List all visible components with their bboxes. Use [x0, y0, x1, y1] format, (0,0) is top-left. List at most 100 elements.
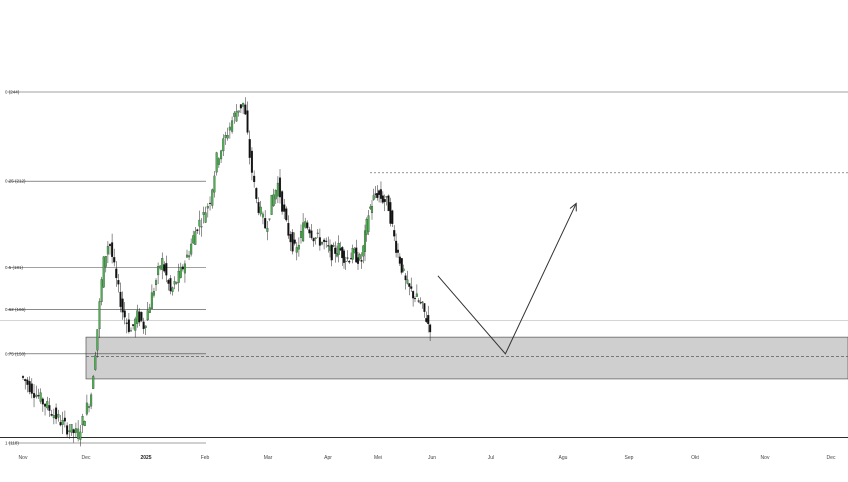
- candle-body: [81, 415, 84, 426]
- candle-body: [266, 228, 269, 232]
- candle-body: [159, 265, 162, 269]
- candle-body: [155, 280, 158, 286]
- candle-body: [412, 291, 415, 299]
- candle-body: [198, 219, 201, 227]
- candle-body: [144, 325, 147, 328]
- x-tick-label: Mei: [374, 455, 382, 461]
- candle-body: [341, 247, 344, 259]
- candle-body: [323, 239, 326, 242]
- candle-body: [165, 263, 168, 276]
- candle-body: [400, 258, 403, 273]
- candles-layer: [21, 97, 432, 447]
- candle-body: [376, 193, 379, 198]
- candle-body: [281, 191, 284, 212]
- candle-body: [200, 226, 203, 228]
- candle-body: [248, 139, 251, 158]
- zone-layer: [85, 336, 848, 380]
- candle-body: [215, 152, 218, 173]
- candle-body: [136, 310, 139, 324]
- candle-body: [231, 120, 234, 132]
- candle-body: [35, 394, 38, 397]
- candle-body: [96, 329, 99, 351]
- candle-body: [72, 429, 75, 434]
- candle-body: [383, 199, 386, 203]
- candle-body: [293, 239, 296, 244]
- candle-body: [104, 256, 107, 267]
- candle-body: [415, 293, 418, 297]
- fib-level-label: 0.5 (181): [5, 265, 24, 270]
- candle-body: [287, 222, 290, 236]
- candle-body: [314, 237, 317, 239]
- candle-body: [259, 206, 262, 215]
- candle-body: [92, 376, 95, 389]
- x-tick-label: Jun: [428, 455, 436, 461]
- candle-body: [348, 260, 351, 263]
- candle-body: [169, 278, 172, 292]
- candle-body: [330, 244, 333, 261]
- candle-body: [106, 246, 109, 255]
- candle-body: [325, 240, 328, 242]
- candle-body: [52, 415, 55, 419]
- candle-body: [61, 420, 64, 425]
- candle-body: [211, 189, 214, 206]
- candle-body: [334, 247, 337, 254]
- candle-body: [138, 311, 141, 323]
- candle-body: [250, 150, 253, 173]
- candle-body: [427, 315, 430, 324]
- candle-body: [175, 282, 178, 284]
- candle-body: [167, 279, 170, 284]
- candle-body: [83, 421, 86, 427]
- x-tick-label: Jul: [488, 455, 494, 461]
- candle-body: [50, 414, 53, 416]
- candle-body: [378, 190, 381, 195]
- candle-body: [30, 383, 33, 394]
- fib-level-label: 0.62 (166): [5, 307, 26, 312]
- candle-body: [66, 425, 69, 435]
- candle-body: [163, 264, 166, 272]
- candle-body: [188, 255, 191, 258]
- candle-body: [299, 231, 303, 238]
- candle-body: [111, 242, 114, 257]
- candle-body: [335, 253, 339, 257]
- candle-body: [24, 379, 27, 382]
- x-axis: Nov Dec 2025 Feb Mar Apr Mei Jun Jul Agu Sep Okt Nov…: [19, 455, 836, 461]
- candle-body: [312, 238, 315, 242]
- candle-body: [183, 263, 186, 274]
- candle-body: [393, 230, 396, 237]
- candle-body: [224, 135, 227, 138]
- candle-body: [369, 206, 372, 209]
- candle-body: [85, 402, 88, 415]
- candle-body: [194, 231, 197, 245]
- x-tick-label: Feb: [201, 455, 210, 461]
- candle-body: [358, 254, 361, 260]
- candle-body: [226, 135, 229, 139]
- candle-body: [237, 110, 240, 113]
- candle-body: [55, 407, 58, 420]
- candle-body: [222, 138, 225, 152]
- candle-body: [190, 243, 193, 255]
- candle-body: [410, 286, 413, 289]
- candle-body: [268, 218, 271, 220]
- candle-body: [374, 193, 377, 195]
- candle-body: [121, 298, 124, 313]
- candle-body: [94, 355, 97, 370]
- candle-body: [413, 297, 417, 300]
- candle-body: [204, 212, 207, 223]
- candle-body: [148, 307, 151, 313]
- candle-body: [171, 287, 174, 292]
- candle-body: [337, 243, 340, 255]
- candle-body: [177, 270, 180, 283]
- candle-body: [327, 245, 330, 247]
- x-tick-label: Okt: [691, 455, 699, 461]
- candle-body: [283, 204, 286, 212]
- candle-body: [363, 230, 367, 252]
- candle-body: [63, 417, 66, 422]
- fib-level-label: 1 (118): [5, 441, 19, 446]
- candle-body: [344, 260, 347, 262]
- candle-body: [70, 424, 73, 433]
- candle-body: [33, 393, 36, 398]
- candle-body: [304, 221, 307, 228]
- candle-body: [150, 292, 153, 310]
- candle-body: [387, 195, 390, 212]
- candle-body: [79, 431, 82, 440]
